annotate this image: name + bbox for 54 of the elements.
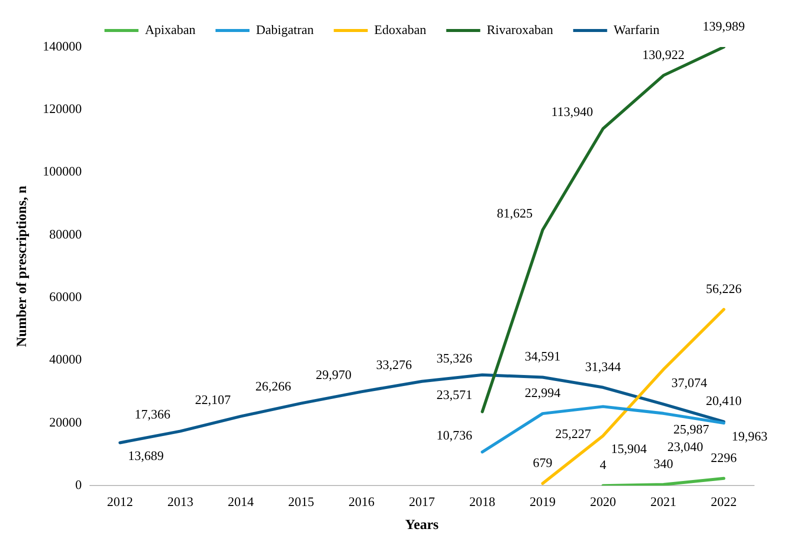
data-label: 130,922 [642, 46, 685, 62]
data-label: 29,970 [316, 367, 352, 382]
x-tick-label: 2012 [106, 494, 133, 509]
data-label: 22,994 [524, 384, 562, 400]
data-label: 23,040 [667, 438, 704, 454]
data-label: 20,410 [706, 393, 742, 408]
y-axis-title: Number of prescriptions, n [15, 185, 30, 347]
data-label: 25,227 [555, 426, 592, 441]
y-tick-label: 140000 [42, 38, 82, 54]
legend-label: Rivaroxaban [486, 22, 554, 37]
x-tick-label: 2015 [288, 494, 314, 509]
y-tick-label: 40000 [49, 352, 82, 367]
data-label: 81,625 [496, 205, 533, 220]
data-label: 10,736 [436, 427, 473, 442]
y-tick-label: 0 [75, 477, 82, 492]
legend-label: Edoxaban [374, 22, 427, 37]
legend-label: Dabigatran [256, 22, 314, 37]
x-tick-label: 2017 [408, 494, 436, 509]
x-tick-label: 2022 [710, 494, 737, 509]
y-tick-label: 120000 [42, 101, 82, 116]
data-label: 33,276 [376, 356, 412, 372]
data-label: 340 [654, 456, 674, 471]
data-label: 2296 [710, 450, 738, 465]
data-label: 22,107 [195, 392, 232, 407]
data-label: 113,940 [551, 104, 594, 120]
x-tick-label: 2014 [228, 494, 254, 509]
data-label: 139,989 [702, 18, 745, 34]
legend-label: Warfarin [614, 22, 660, 37]
data-label: 35,326 [436, 350, 473, 366]
data-label: 34,591 [524, 348, 561, 364]
data-label: 23,571 [436, 387, 472, 402]
y-tick-label: 60000 [49, 289, 82, 304]
y-tick-label: 80000 [49, 226, 82, 242]
x-tick-label: 2018 [469, 494, 496, 509]
data-label: 26,266 [255, 378, 292, 394]
legend-label: Apixaban [144, 22, 196, 37]
x-tick-label: 2019 [530, 494, 556, 509]
x-tick-label: 2020 [590, 494, 616, 509]
data-label: 19,963 [732, 428, 768, 444]
data-label: 17,366 [134, 406, 171, 422]
data-label: 37,074 [671, 374, 708, 390]
data-label: 25,987 [673, 422, 710, 437]
data-label: 15,904 [611, 441, 648, 456]
y-tick-label: 100000 [42, 164, 82, 179]
data-label: 13,689 [128, 448, 164, 464]
x-tick-label: 2021 [650, 494, 676, 509]
data-label: 679 [532, 454, 552, 470]
x-tick-label: 2013 [167, 494, 194, 509]
x-tick-label: 2016 [348, 494, 376, 509]
data-label: 31,344 [585, 358, 622, 374]
y-tick-label: 20000 [49, 414, 82, 430]
data-label: 4 [600, 457, 607, 472]
x-axis-title: Years [405, 518, 440, 534]
data-label: 56,226 [706, 280, 742, 296]
